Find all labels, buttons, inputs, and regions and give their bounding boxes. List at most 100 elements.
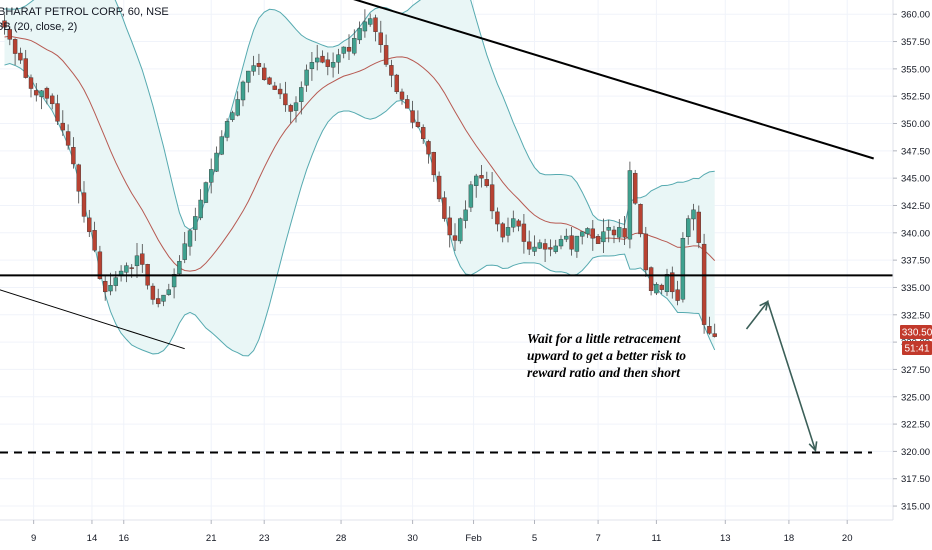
candle-body (7, 29, 13, 40)
candle-down (707, 316, 712, 335)
candle-up (336, 48, 341, 74)
candle-body (177, 261, 182, 275)
candle-down (92, 221, 97, 253)
candle-down (65, 124, 71, 150)
candle-up (251, 55, 256, 76)
candle-down (452, 223, 458, 251)
price-tick-label: 360.00 (901, 10, 930, 21)
candle-body (50, 95, 55, 105)
candle-body (701, 243, 707, 325)
lower-band-line (4, 62, 716, 357)
candle-body (521, 223, 527, 242)
time-tick-label: 16 (118, 533, 129, 544)
support-trendline (0, 289, 185, 350)
candle-down (394, 73, 399, 94)
price-tick-label: 342.50 (901, 201, 930, 212)
candle-body (436, 175, 442, 200)
projection-arrowhead-down (808, 441, 818, 453)
candle-up (198, 189, 203, 221)
time-tick-label: 9 (31, 533, 36, 544)
candle-body (606, 227, 611, 231)
candle-body (219, 136, 225, 155)
price-tick-label: 340.00 (901, 228, 930, 239)
candle-body (92, 230, 97, 251)
candle-down (436, 171, 442, 202)
candle-down (12, 38, 18, 66)
candle-up (219, 130, 225, 156)
price-tick-label: 327.50 (901, 365, 930, 376)
price-tick-label: 315.00 (901, 502, 930, 513)
candle-body (124, 265, 129, 273)
candle-body (495, 211, 500, 225)
time-tick-label: 5 (532, 533, 537, 544)
candle-down (479, 164, 484, 188)
candle-down (548, 239, 553, 257)
candle-up (553, 239, 558, 254)
candle-body (548, 247, 553, 250)
candle-body (214, 152, 219, 172)
candle-up (537, 239, 542, 250)
candle-up (235, 91, 240, 117)
candle-body (251, 65, 256, 72)
candle-down (426, 139, 431, 164)
candle-body (468, 184, 474, 208)
last-price-tag: 330.50 51:41 (900, 325, 932, 355)
candle-down (50, 93, 55, 110)
candle-up (627, 161, 633, 249)
time-tick-label: 28 (336, 533, 347, 544)
candle-body (452, 235, 458, 241)
candle-down (378, 20, 383, 53)
candle-body (28, 77, 34, 89)
candle-down (611, 225, 617, 244)
price-tick-label: 337.50 (901, 256, 930, 267)
candle-up (208, 158, 214, 194)
time-tick-label: 7 (595, 533, 600, 544)
candle-up (532, 235, 537, 256)
candle-up (474, 173, 479, 198)
candle-body (691, 209, 696, 220)
candle-down (44, 86, 50, 105)
candle-down (346, 34, 352, 61)
candle-body (378, 32, 383, 46)
candle-down (288, 103, 293, 124)
candle-down (81, 181, 87, 223)
candle-down (155, 288, 161, 308)
candle-body (256, 63, 262, 67)
candle-body (44, 87, 50, 99)
candle-down (415, 110, 421, 129)
time-tick-label: 18 (784, 533, 795, 544)
candle-body (638, 204, 643, 235)
candle-down (28, 74, 34, 98)
time-axis[interactable]: 9 14 16 21 23 28 30 Feb 5 7 11 13 18 20 (0, 519, 893, 544)
candle-body (574, 235, 580, 252)
candle-body (341, 46, 346, 54)
candle-body (299, 87, 304, 102)
candle-body (230, 112, 235, 120)
candle-down (97, 245, 103, 280)
candle-down (712, 323, 717, 338)
candle-body (320, 55, 325, 63)
trade-annotation[interactable]: Wait for a little retracement upward to … (527, 330, 707, 381)
indicator-title: BB (20, close, 2) (0, 21, 78, 33)
candle-body (193, 216, 198, 230)
candle-body (140, 253, 145, 265)
candle-up (686, 215, 691, 245)
candle-body (87, 217, 92, 232)
candle-body (246, 70, 251, 83)
candle-body (39, 90, 44, 98)
time-tick-label: 23 (259, 533, 270, 544)
candle-down (489, 172, 495, 219)
candle-down (256, 53, 262, 76)
price-tick-label: 325.00 (901, 392, 930, 403)
candle-up (182, 231, 187, 264)
candle-down (500, 222, 505, 243)
candle-body (97, 251, 103, 279)
candle-body (283, 93, 288, 106)
candle-body (389, 65, 394, 76)
price-axis[interactable]: 360.00 357.50 355.00 352.50 350.00 347.50 345.… (892, 0, 930, 520)
time-tick-label: 11 (651, 533, 661, 544)
candle-up (458, 217, 463, 244)
candle-body (442, 197, 447, 219)
candle-up (187, 228, 193, 256)
